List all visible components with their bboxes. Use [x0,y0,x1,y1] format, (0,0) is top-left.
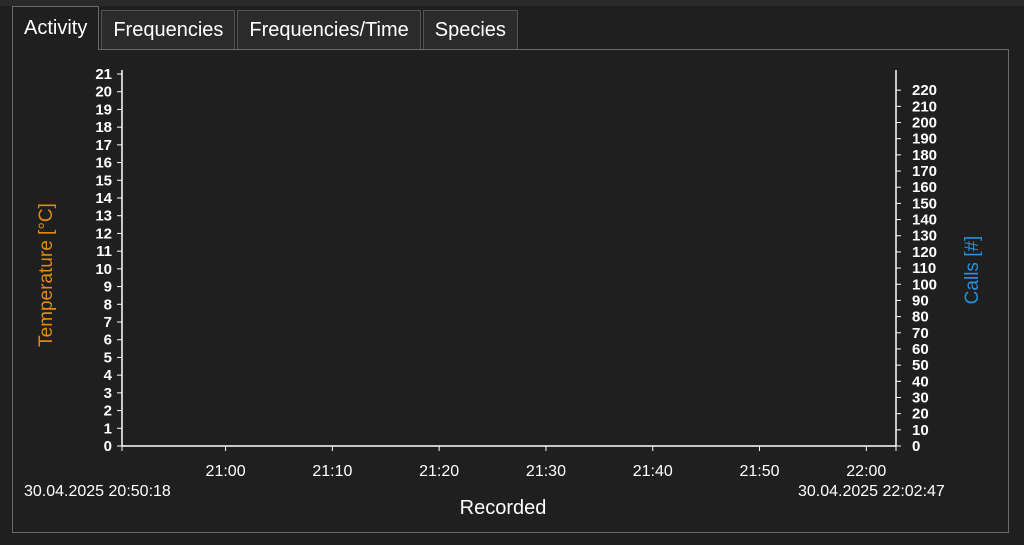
y-right-tick-label: 170 [912,163,937,180]
y-left-tick-label: 10 [95,261,112,278]
y-left-tick-label: 12 [95,225,112,242]
y-right-tick-label: 30 [912,389,929,406]
x-tick-label: 21:40 [633,463,673,480]
y-right-tick-label: 180 [912,147,937,164]
y-left-tick-label: 15 [95,172,112,189]
y-right-tick-label: 200 [912,115,937,132]
y-left-tick-label: 1 [104,420,112,437]
x-tick-label: 21:10 [312,463,352,480]
y-left-tick-label: 4 [104,367,113,384]
y-right-tick-label: 70 [912,325,929,342]
y-left-tick-label: 9 [104,279,112,296]
tab-activity[interactable]: Activity [12,6,100,50]
chart-axes: 0123456789101112131415161718192021010203… [95,66,937,480]
y-right-tick-label: 150 [912,195,937,212]
y-left-tick-label: 11 [96,243,112,260]
y-right-tick-label: 80 [912,309,929,326]
x-tick-label: 22:00 [846,463,886,480]
y-right-tick-label: 60 [912,341,929,358]
y-right-tick-label: 220 [912,82,937,99]
x-end-label: 30.04.2025 22:02:47 [798,483,945,500]
y-right-tick-label: 120 [912,244,937,261]
y-left-tick-label: 5 [104,349,112,366]
tab-frequencies[interactable]: Frequencies [101,10,236,50]
y-axis-right-label: Calls [#] [962,236,983,305]
tab-species[interactable]: Species [422,10,518,50]
tab-bar: Activity Frequencies Frequencies/Time Sp… [12,6,520,50]
y-right-tick-label: 20 [912,406,929,423]
x-tick-label: 21:30 [526,463,566,480]
y-left-tick-label: 0 [104,438,112,455]
y-right-tick-label: 210 [912,98,937,115]
chart-labels: Temperature [°C] Calls [#] Recorded 30.0… [24,203,983,519]
y-left-tick-label: 13 [95,208,112,225]
y-left-tick-label: 8 [104,296,112,313]
y-right-tick-label: 140 [912,212,937,229]
y-left-tick-label: 6 [104,332,112,349]
y-left-tick-label: 2 [104,403,112,420]
y-left-tick-label: 16 [95,155,112,172]
x-tick-label: 21:20 [419,463,459,480]
y-right-tick-label: 90 [912,292,929,309]
y-right-tick-label: 190 [912,131,937,148]
y-left-tick-label: 19 [95,101,112,118]
y-right-tick-label: 50 [912,357,929,374]
x-tick-label: 21:50 [740,463,780,480]
y-right-tick-label: 0 [912,438,920,455]
tab-frequencies-time[interactable]: Frequencies/Time [237,10,421,50]
y-left-tick-label: 14 [95,190,112,207]
y-left-tick-label: 7 [104,314,112,331]
window-top-strip [0,0,1024,6]
y-right-tick-label: 130 [912,228,937,245]
y-left-tick-label: 18 [95,119,112,136]
chart-panel [12,49,1009,533]
y-right-tick-label: 10 [912,422,929,439]
y-right-tick-label: 110 [912,260,936,277]
x-start-label: 30.04.2025 20:50:18 [24,483,171,500]
y-axis-left-label: Temperature [°C] [36,203,57,347]
x-tick-label: 21:00 [206,463,246,480]
y-right-tick-label: 100 [912,276,937,293]
y-left-tick-label: 3 [104,385,112,402]
y-left-tick-label: 21 [95,66,112,83]
y-right-tick-label: 40 [912,373,929,390]
y-left-tick-label: 17 [95,137,112,154]
y-right-tick-label: 160 [912,179,937,196]
x-axis-label: Recorded [460,497,547,519]
y-left-tick-label: 20 [95,84,112,101]
